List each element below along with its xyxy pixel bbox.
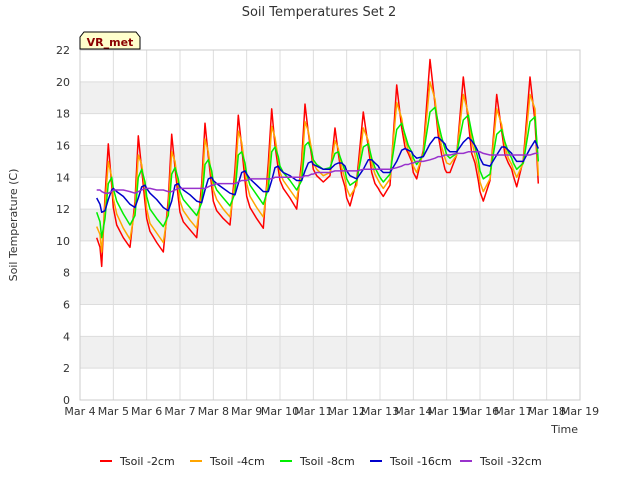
x-tick-label: Mar 6 [131, 405, 162, 418]
y-tick-label: 6 [63, 299, 70, 312]
y-tick-label: 0 [63, 394, 70, 407]
x-tick-label: Mar 15 [428, 405, 466, 418]
x-tick-label: Mar 19 [561, 405, 599, 418]
plot-band [80, 177, 580, 210]
x-tick-label: Mar 7 [164, 405, 195, 418]
legend: Tsoil -2cm Tsoil -4cm Tsoil -8cm Tsoil -16c… [100, 455, 542, 468]
x-tick-label: Mar 8 [198, 405, 229, 418]
x-tick-label: Mar 12 [328, 405, 366, 418]
chart-title: Soil Temperatures Set 2 [242, 5, 397, 20]
plot-band [80, 272, 580, 305]
plot-band [80, 50, 580, 82]
x-tick-label: Mar 17 [494, 405, 532, 418]
x-tick-label: Mar 14 [394, 405, 432, 418]
x-tick-label: Mar 16 [461, 405, 499, 418]
station-badge: VR_met [79, 31, 141, 50]
y-tick-label: 20 [56, 76, 70, 89]
y-tick-label: 16 [56, 139, 70, 152]
plot-band [80, 368, 580, 400]
x-tick-label: Mar 18 [528, 405, 566, 418]
y-tick-label: 4 [63, 330, 70, 343]
y-tick-label: 2 [63, 362, 70, 375]
x-axis-label: Time [550, 423, 578, 436]
x-tick-label: Mar 10 [261, 405, 299, 418]
legend-label: Tsoil -8cm [299, 455, 355, 468]
legend-label: Tsoil -2cm [119, 455, 175, 468]
plot-frame [79, 49, 581, 401]
plot-band [80, 304, 580, 337]
x-tick-label: Mar 11 [294, 405, 332, 418]
y-tick-label: 14 [56, 171, 70, 184]
y-tick-label: 12 [56, 203, 70, 216]
y-tick-label: 18 [56, 108, 70, 121]
x-tick-label: Mar 4 [64, 405, 95, 418]
legend-label: Tsoil -4cm [209, 455, 265, 468]
x-tick-label: Mar 9 [231, 405, 262, 418]
y-tick-label: 22 [56, 44, 70, 57]
legend-label: Tsoil -32cm [479, 455, 542, 468]
y-axis-ticks: 0 2 4 6 8 10 12 14 16 18 20 22 [56, 44, 70, 407]
plot-band [80, 113, 580, 146]
station-badge-box [79, 31, 141, 50]
x-tick-label: Mar 13 [361, 405, 399, 418]
plot-background-bands [80, 50, 580, 400]
series-line-tsoil-32cm [96, 151, 539, 194]
series-line-tsoil-16cm [96, 136, 539, 214]
series-lines [95, 58, 540, 268]
y-axis-label: Soil Temperature (C) [7, 169, 20, 282]
x-tick-label: Mar 5 [98, 405, 129, 418]
plot-band [80, 240, 580, 273]
y-tick-label: 10 [56, 235, 70, 248]
legend-label: Tsoil -16cm [389, 455, 452, 468]
plot-band [80, 209, 580, 241]
series-line-tsoil-8cm [95, 106, 540, 239]
plot-band [80, 336, 580, 369]
station-badge-text: VR_met [87, 36, 134, 49]
y-tick-label: 8 [63, 267, 70, 280]
plot-band [80, 81, 580, 114]
